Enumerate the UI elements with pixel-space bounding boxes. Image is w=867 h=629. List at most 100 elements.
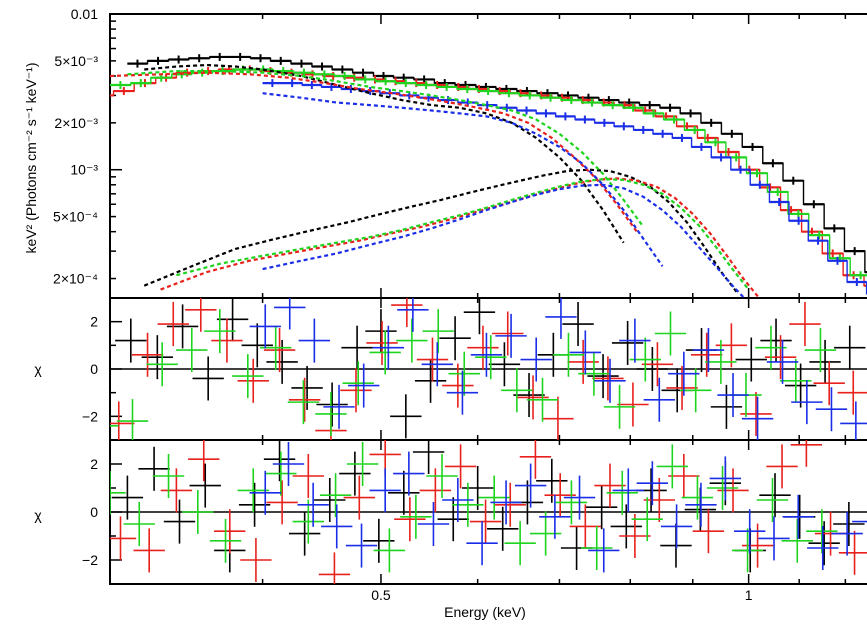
spectrum-point-blue: [711, 153, 731, 162]
residual-point: [741, 523, 774, 568]
spectrum-point-green: [602, 101, 623, 110]
chart-marks: [110, 52, 867, 584]
residual-point: [760, 318, 792, 363]
residual-point: [545, 298, 577, 339]
residual-point: [536, 458, 568, 503]
y-axis-title-residuals-1: χ: [34, 361, 42, 377]
residual-point: [756, 478, 789, 522]
spectrum-point-green: [684, 125, 705, 134]
spectrum-point-black: [803, 200, 825, 209]
residual-point: [813, 361, 845, 406]
residual-point: [426, 454, 458, 498]
spectrum-point-blue: [769, 198, 789, 207]
residual-point: [133, 528, 165, 573]
spectrum-point-blue: [614, 122, 634, 131]
residual-point: [111, 475, 144, 520]
spectrum-point-black: [332, 65, 353, 74]
residual-point: [513, 373, 545, 418]
residual-point: [393, 451, 425, 496]
residual-point: [606, 470, 638, 515]
residual-point: [764, 335, 797, 380]
residual-point: [318, 552, 351, 584]
y-tick-label-spectrum: 5×10⁻⁴: [53, 209, 98, 225]
residual-point: [442, 478, 474, 522]
residual-point: [452, 482, 484, 527]
y-tick-label-residuals-2: 2: [90, 456, 98, 472]
residual-point: [316, 382, 348, 427]
residual-point: [446, 370, 479, 415]
residual-point: [807, 526, 839, 570]
spectrum-point-green: [519, 91, 541, 100]
residual-point: [569, 330, 602, 375]
residual-point: [758, 516, 790, 561]
residual-point: [314, 478, 346, 522]
residual-point: [110, 470, 126, 515]
residual-point: [444, 444, 477, 489]
spectrum-point-blue: [808, 236, 828, 245]
spectrum-component-green: [127, 69, 645, 228]
residual-point: [414, 358, 447, 403]
spectrum-point-black: [700, 118, 722, 127]
residual-point: [654, 311, 687, 356]
spectrum-component-red: [110, 71, 638, 233]
residual-point: [809, 339, 841, 384]
y-axis-title-residuals-2: χ: [34, 507, 42, 523]
y-tick-label-residuals-1: 0: [90, 361, 98, 377]
residual-point: [490, 480, 522, 525]
residual-point: [422, 309, 454, 354]
residual-point: [563, 475, 596, 520]
residual-point: [292, 454, 324, 498]
spectrum-point-green: [704, 138, 726, 147]
residual-point: [291, 365, 323, 410]
spectrum-point-green: [436, 82, 457, 91]
residual-point: [141, 335, 174, 380]
spectrum-point-black: [311, 62, 333, 71]
residual-point: [740, 391, 772, 436]
spectrum-point-black: [742, 142, 763, 151]
residual-point: [610, 504, 642, 549]
residual-point: [617, 382, 649, 427]
spectrum-point-black: [290, 59, 312, 68]
residual-point: [152, 454, 185, 498]
residual-point: [833, 502, 865, 546]
residual-point: [519, 440, 552, 479]
residual-point: [249, 304, 281, 349]
residual-point: [369, 468, 401, 513]
residual-point: [373, 528, 406, 573]
residual-point: [837, 370, 867, 415]
residual-point: [287, 380, 320, 425]
residual-point: [341, 325, 373, 370]
spectrum-point-blue: [827, 256, 848, 265]
residual-point: [272, 442, 305, 486]
spectrum-point-green: [375, 77, 396, 86]
residual-point: [569, 504, 602, 549]
residual-point: [594, 463, 626, 508]
residual-point: [214, 509, 246, 554]
spectrum-component-black: [144, 63, 625, 244]
y-tick-label-residuals-2: −2: [82, 552, 98, 568]
spectrum-point-black: [168, 55, 189, 64]
residual-point: [611, 320, 644, 365]
residual-point: [263, 328, 296, 373]
spectrum-point-black: [762, 159, 784, 168]
y-tick-label-spectrum: 10⁻³: [70, 162, 98, 178]
residual-point: [636, 461, 669, 506]
spectrum-point-green: [395, 79, 416, 88]
spectrum-point-green: [622, 103, 644, 112]
residual-point: [470, 332, 503, 377]
residual-point: [517, 375, 549, 420]
residual-point: [781, 518, 813, 563]
residual-point: [495, 313, 527, 358]
residual-point: [631, 497, 663, 542]
residual-point: [442, 363, 474, 408]
residual-point: [146, 342, 178, 387]
residual-point: [204, 309, 236, 354]
residual-point: [185, 298, 217, 332]
residual-point: [791, 380, 823, 425]
spectrum-point-green: [767, 187, 788, 196]
spectrum-point-green: [808, 231, 830, 240]
residual-point: [209, 518, 242, 563]
spectrum-point-black: [250, 54, 271, 63]
spectrum-point-green: [110, 80, 131, 89]
residual-point: [390, 394, 422, 439]
